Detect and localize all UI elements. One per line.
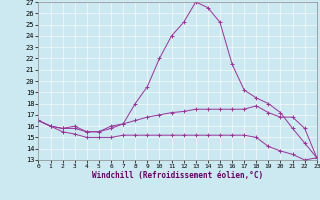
- X-axis label: Windchill (Refroidissement éolien,°C): Windchill (Refroidissement éolien,°C): [92, 171, 263, 180]
